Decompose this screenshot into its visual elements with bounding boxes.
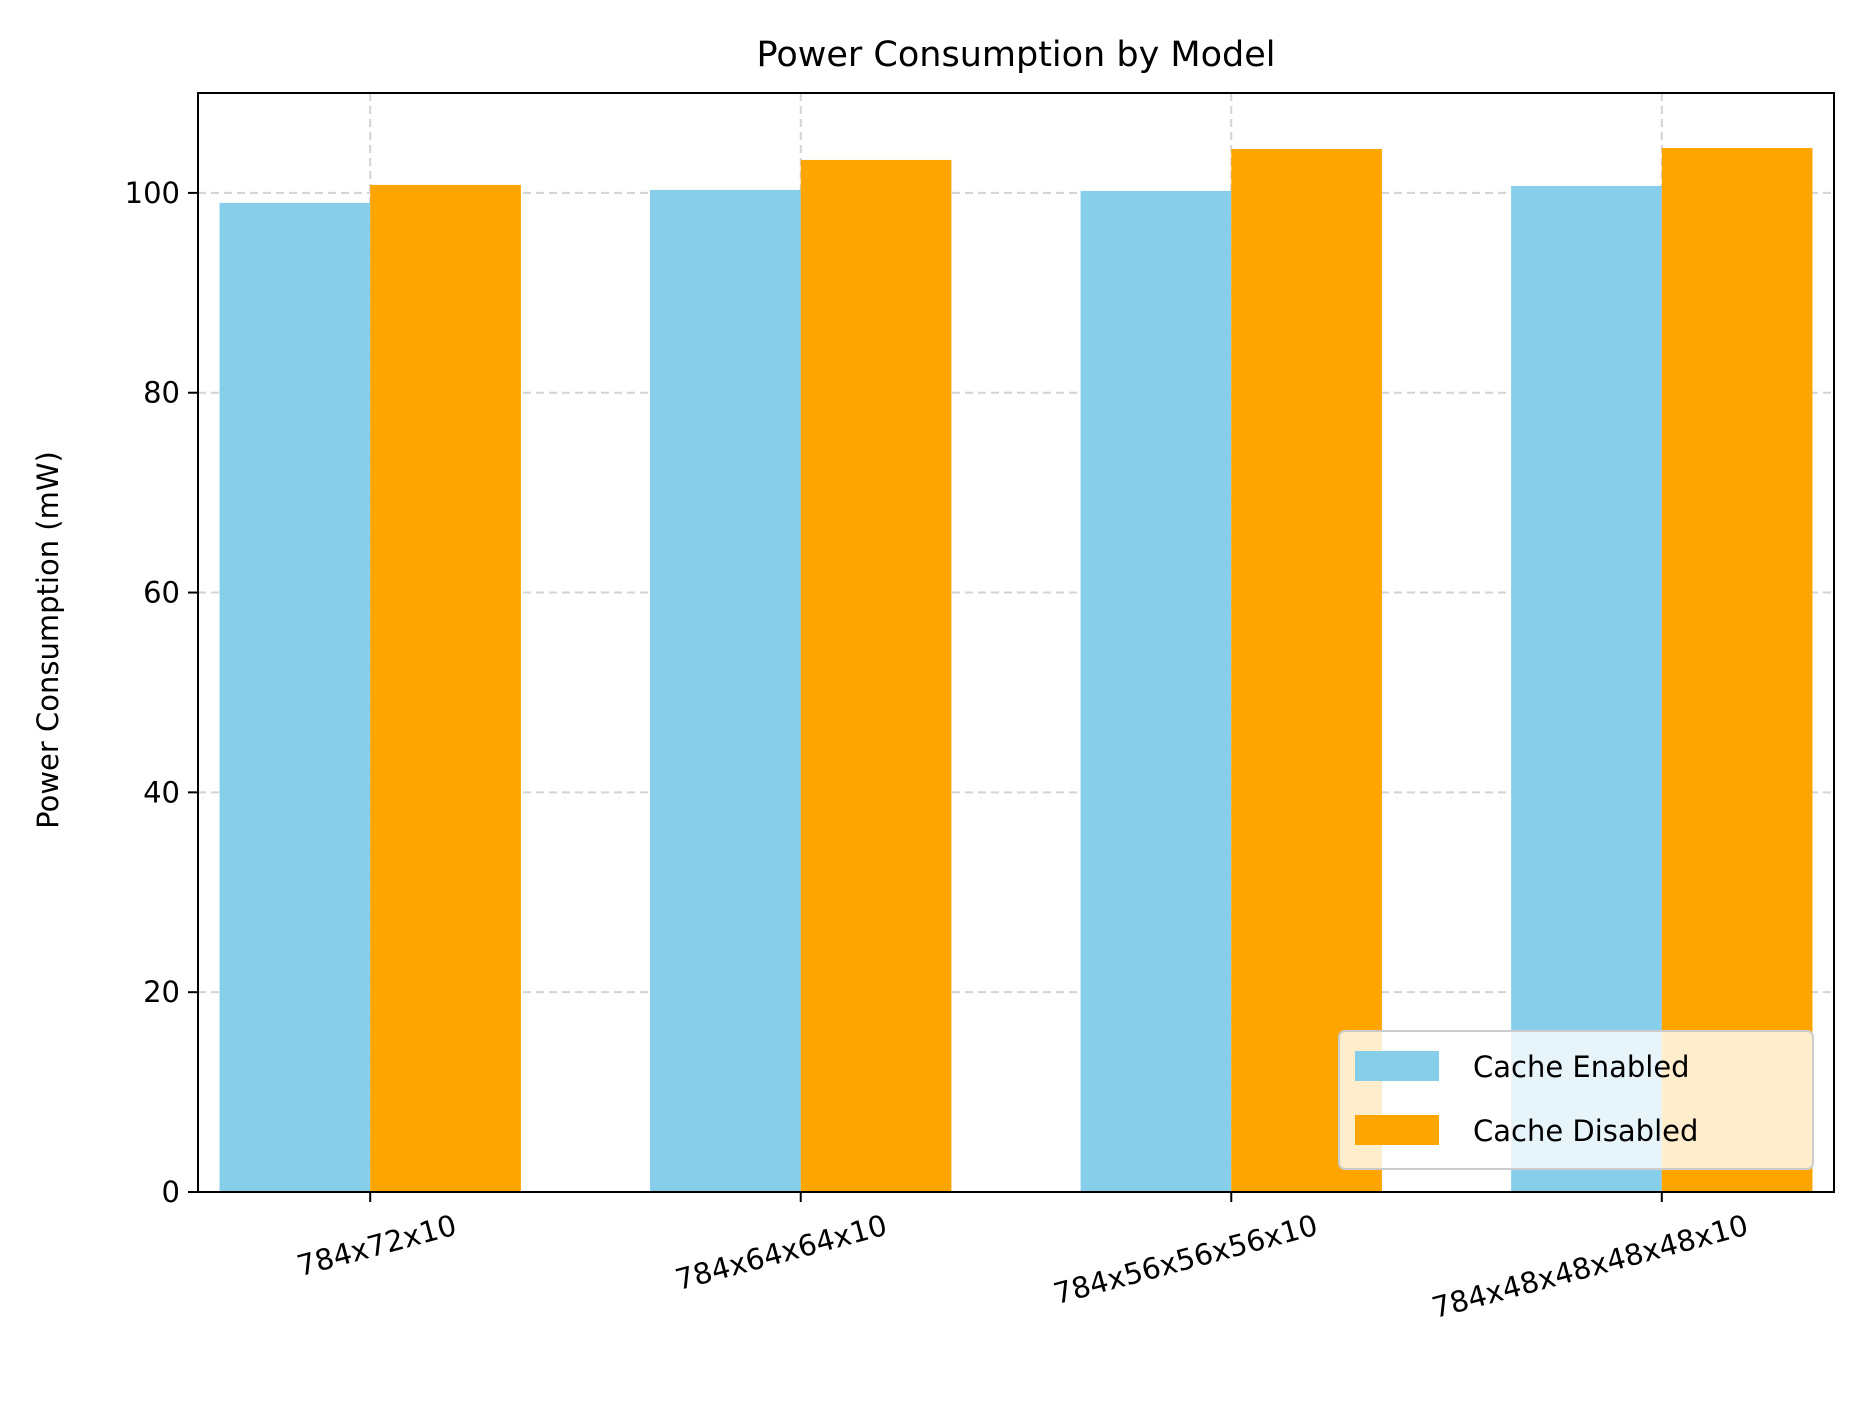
bar-cache-enabled — [1511, 185, 1662, 1192]
plot-frame — [197, 92, 1835, 1193]
legend-swatch — [1355, 1115, 1439, 1145]
legend: Cache Enabled Cache Disabled — [1338, 1030, 1814, 1170]
y-tick-label: 80 — [143, 376, 180, 410]
legend-box — [1338, 1030, 1814, 1170]
bar-cache-enabled — [650, 189, 801, 1193]
y-tick-label: 20 — [143, 975, 180, 1009]
legend-swatch — [1355, 1051, 1439, 1081]
legend-label: Cache Enabled — [1473, 1050, 1690, 1084]
bar-cache-enabled — [219, 202, 371, 1192]
chart-title: Power Consumption by Model — [756, 35, 1275, 75]
bar-cache-disabled — [800, 159, 952, 1192]
y-tick-label: 40 — [143, 775, 180, 809]
bar-cache-disabled — [1661, 147, 1813, 1193]
bars — [219, 147, 1813, 1193]
y-tick-label: 100 — [125, 176, 180, 210]
bar-cache-enabled — [1080, 190, 1232, 1193]
y-axis: 0 20 40 60 80 100 — [125, 176, 198, 1209]
bar-cache-disabled — [370, 184, 521, 1192]
bar-cache-disabled — [1231, 148, 1382, 1192]
y-tick-label: 0 — [162, 1175, 180, 1209]
y-tick-label: 60 — [143, 576, 180, 610]
legend-label: Cache Disabled — [1473, 1114, 1698, 1148]
y-axis-label: Power Consumption (mW) — [31, 451, 65, 829]
